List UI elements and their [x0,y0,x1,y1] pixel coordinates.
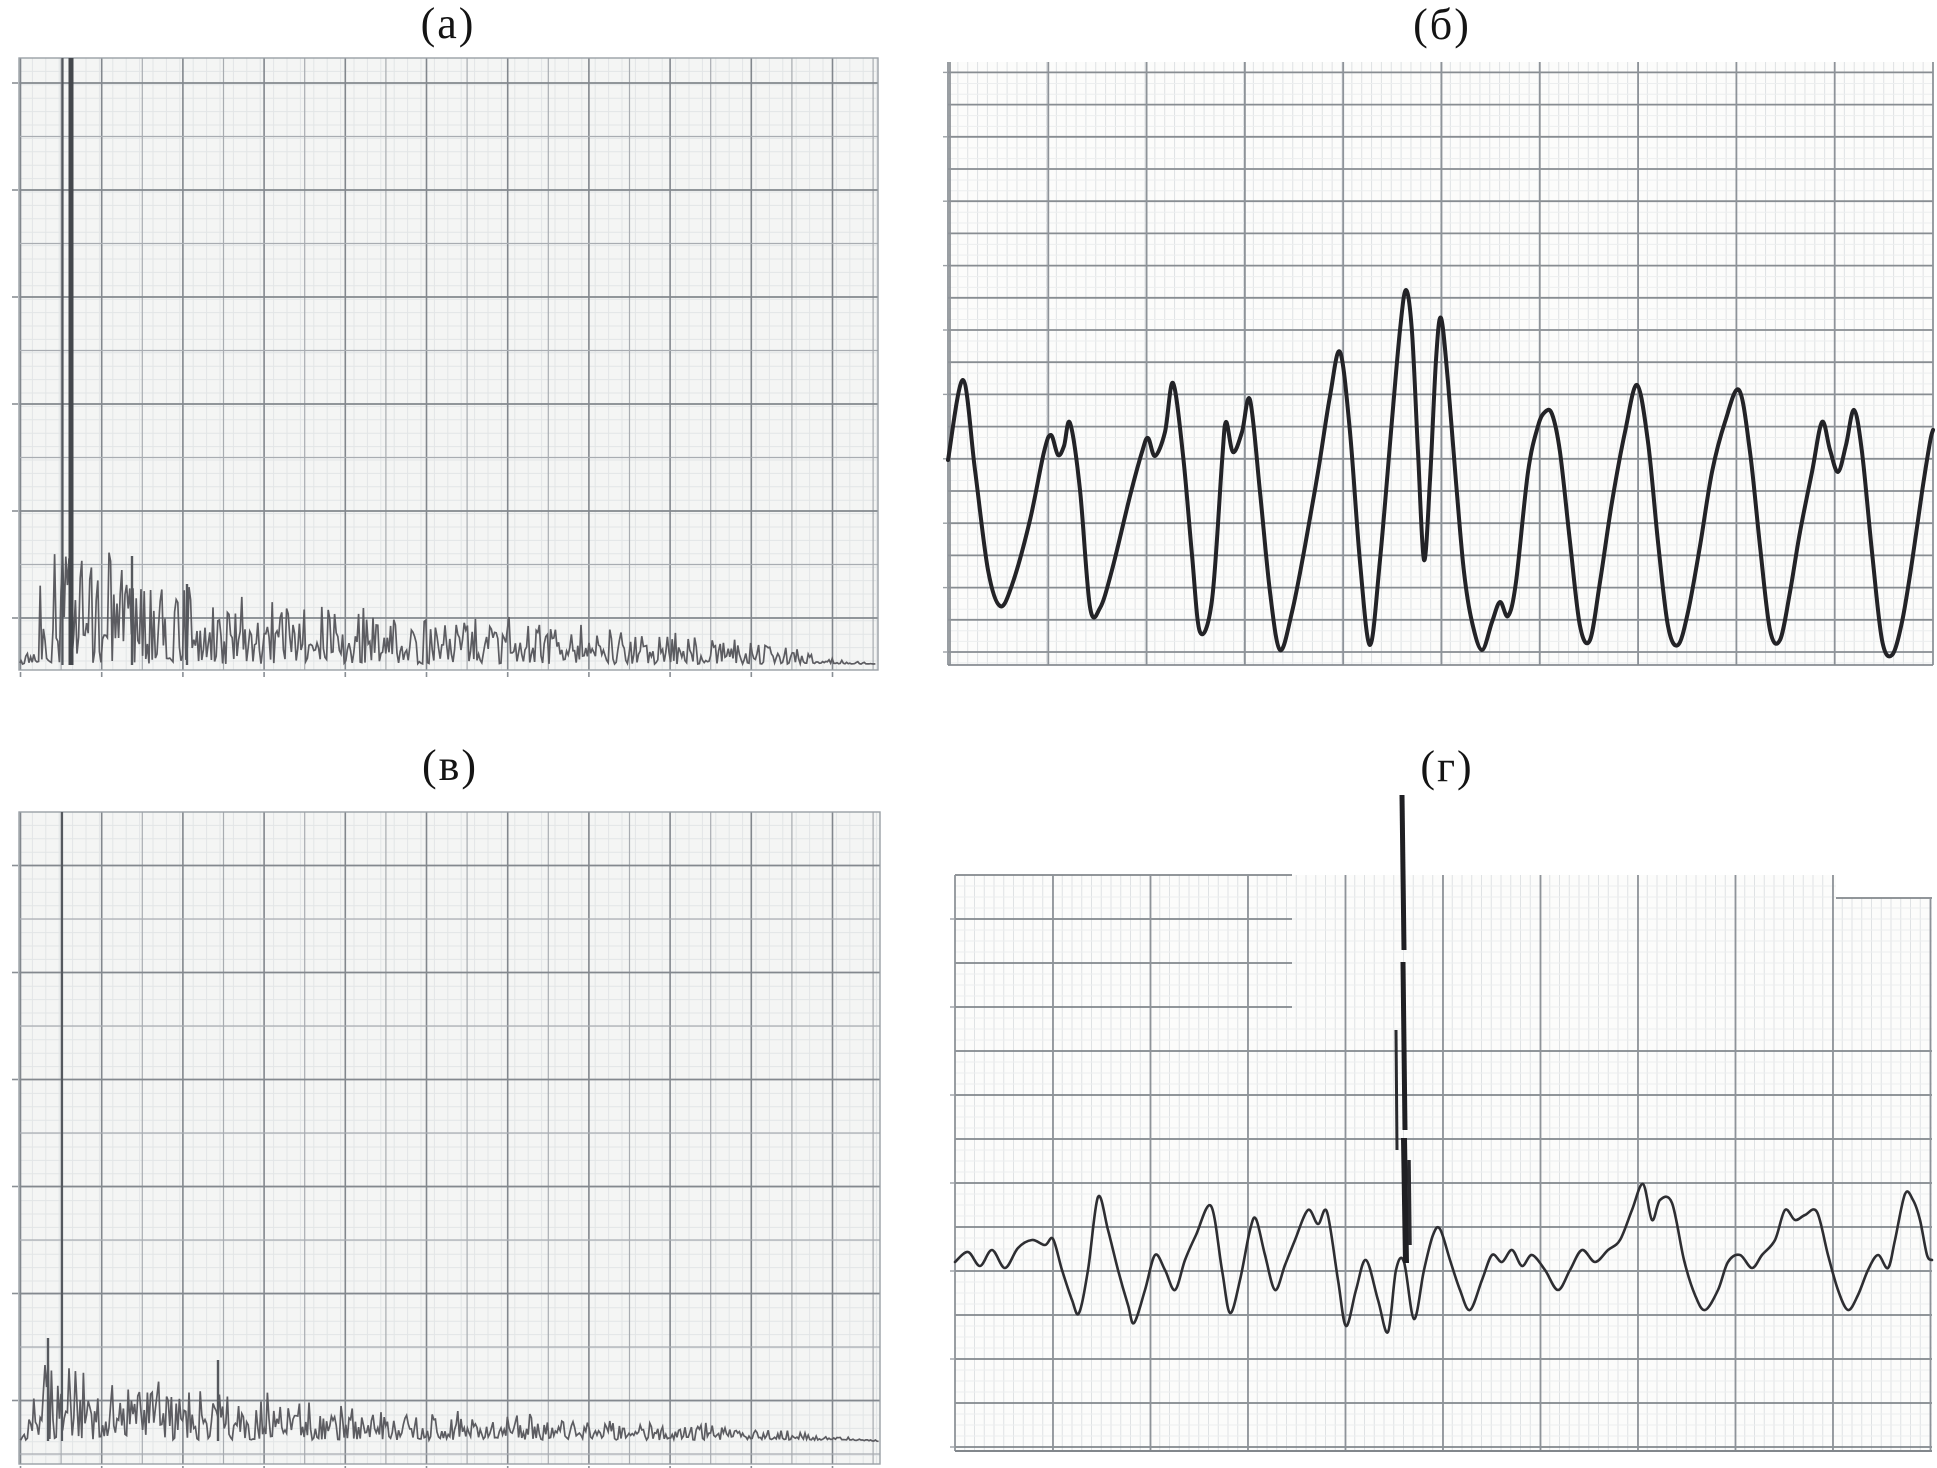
panel-a-label: (а) [420,0,476,48]
panel-b-label: (б) [1413,0,1471,49]
panel-v-label: (в) [421,741,479,790]
panel-g-label: (г) [1420,742,1474,791]
